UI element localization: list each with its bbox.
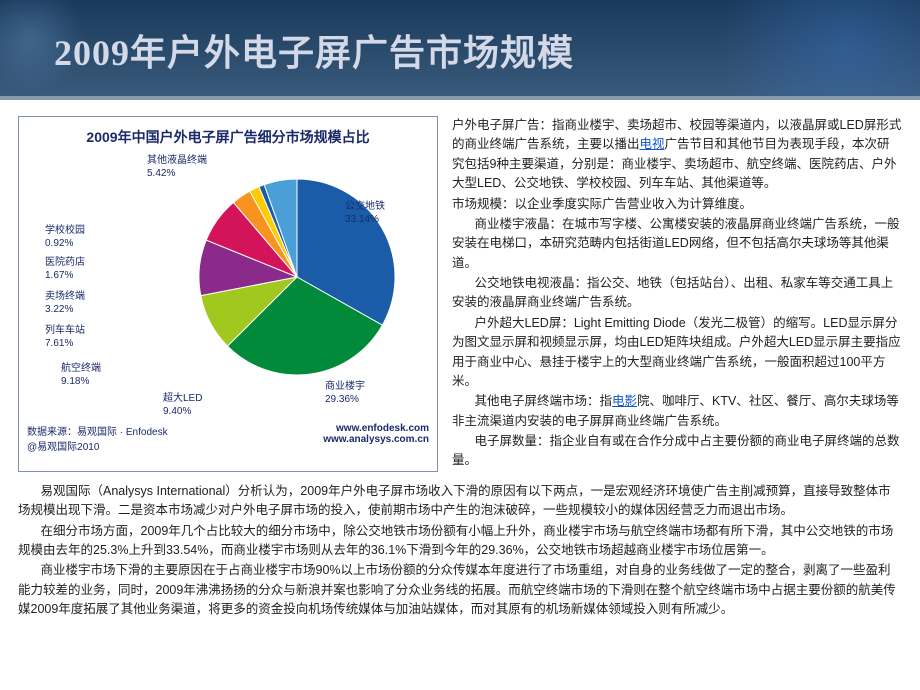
analysis-section: 易观国际（Analysys International）分析认为，2009年户外… xyxy=(0,472,920,620)
pie-label-卖场终端: 卖场终端3.22% xyxy=(45,291,85,316)
slide-title: 2009年户外电子屏广告市场规模 xyxy=(54,24,574,76)
description-panel: 户外电子屏广告：指商业楼宇、卖场超市、校园等渠道内，以液晶屏或LED屏形式的商业… xyxy=(452,116,902,472)
desc-market-scale: 市场规模：以企业季度实际广告营业收入为计算维度。 xyxy=(452,195,902,214)
desc-screen-count: 电子屏数量：指企业自有或在合作分成中占主要份额的商业电子屏终端的总数量。 xyxy=(452,432,902,471)
desc-outdoor-led: 户外超大LED屏：Light Emitting Diode（发光二极管）的缩写。… xyxy=(452,314,902,392)
pie-label-超大LED: 超大LED9.40% xyxy=(163,393,202,418)
slide-header: 2009年户外电子屏广告市场规模 xyxy=(0,0,920,100)
chart-link-analysys: www.analysys.com.cn xyxy=(323,434,429,445)
content-row: 2009年中国户外电子屏广告细分市场规模占比 公交地铁33.14% 商业楼宇29.… xyxy=(0,100,920,472)
chart-source-line2: @易观国际2010 xyxy=(27,438,168,453)
chart-footer: 数据来源：易观国际 · Enfodesk @易观国际2010 www.enfod… xyxy=(27,423,429,453)
desc-transit-lcd: 公交地铁电视液晶：指公交、地铁（包括站台）、出租、私家车等交通工具上安装的液晶屏… xyxy=(452,274,902,313)
link-tv[interactable]: 电视 xyxy=(640,137,665,151)
analysis-p2: 在细分市场方面，2009年几个占比较大的细分市场中，除公交地铁市场份额有小幅上升… xyxy=(18,522,902,561)
analysis-p3: 商业楼宇市场下滑的主要原因在于占商业楼宇市场90%以上市场份额的分众传媒本年度进… xyxy=(18,561,902,619)
pie-chart-panel: 2009年中国户外电子屏广告细分市场规模占比 公交地铁33.14% 商业楼宇29.… xyxy=(18,116,438,472)
desc-definition: 户外电子屏广告：指商业楼宇、卖场超市、校园等渠道内，以液晶屏或LED屏形式的商业… xyxy=(452,116,902,194)
pie-label-公交地铁: 公交地铁33.14% xyxy=(345,201,385,226)
chart-links: www.enfodesk.com www.analysys.com.cn xyxy=(323,423,429,453)
chart-area: 公交地铁33.14% 商业楼宇29.36% 超大LED9.40% 航空终端9.18% 列… xyxy=(27,153,429,423)
link-movie[interactable]: 电影 xyxy=(612,394,637,408)
desc-other-screens: 其他电子屏终端市场：指电影院、咖啡厅、KTV、社区、餐厅、高尔夫球场等非主流渠道… xyxy=(452,392,902,431)
chart-source: 数据来源：易观国际 · Enfodesk @易观国际2010 xyxy=(27,423,168,453)
pie-label-其他液晶终端: 其他液晶终端5.42% xyxy=(147,155,207,180)
pie-label-商业楼宇: 商业楼宇29.36% xyxy=(325,381,365,406)
pie-chart xyxy=(187,167,407,387)
pie-label-航空终端: 航空终端9.18% xyxy=(61,363,101,388)
chart-title: 2009年中国户外电子屏广告细分市场规模占比 xyxy=(27,127,429,147)
chart-link-enfodesk: www.enfodesk.com xyxy=(323,423,429,434)
pie-label-学校校园: 学校校园0.92% xyxy=(45,225,85,250)
pie-label-医院药店: 医院药店1.67% xyxy=(45,257,85,282)
chart-source-line1: 数据来源：易观国际 · Enfodesk xyxy=(27,423,168,438)
desc-building-lcd: 商业楼宇液晶：在城市写字楼、公寓楼安装的液晶屏商业终端广告系统，一般安装在电梯口… xyxy=(452,215,902,273)
pie-label-列车车站: 列车车站7.61% xyxy=(45,325,85,350)
analysis-p1: 易观国际（Analysys International）分析认为，2009年户外… xyxy=(18,482,902,521)
